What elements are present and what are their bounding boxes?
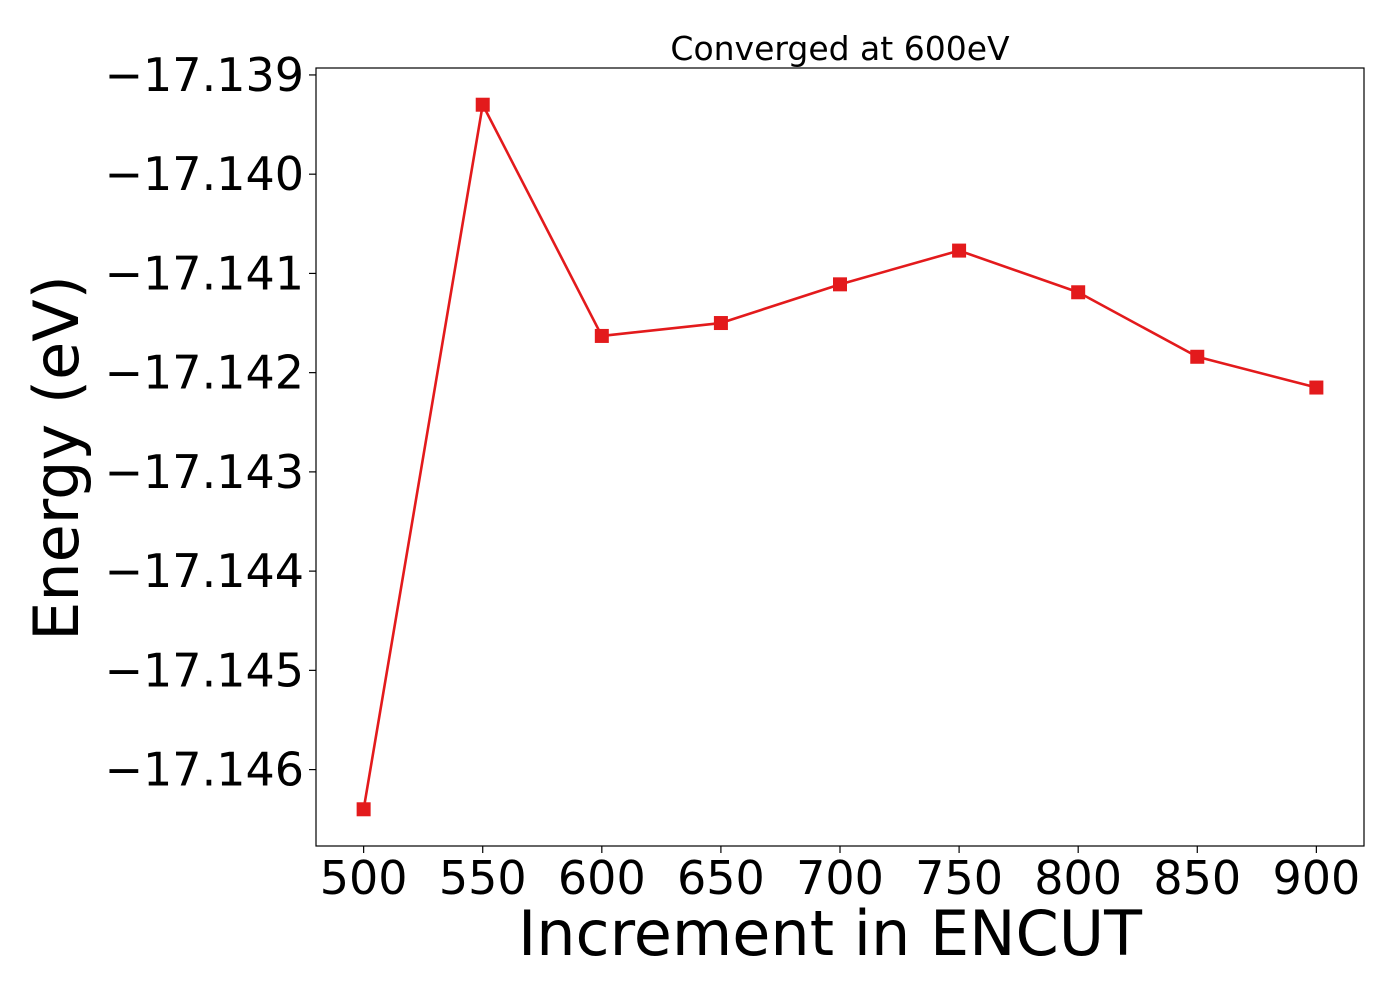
- x-tick-label: 550: [439, 851, 527, 905]
- x-axis-label: Increment in ENCUT: [518, 897, 1143, 970]
- x-tick-label: 800: [1034, 851, 1122, 905]
- y-tick-label: −17.145: [105, 643, 305, 697]
- x-axis: 500 550 600 650 700 750 800 850 900: [320, 846, 1360, 905]
- y-tick-label: −17.143: [105, 445, 305, 499]
- y-tick-label: −17.140: [105, 147, 305, 201]
- data-point-marker: [833, 277, 847, 292]
- x-tick-label: 500: [320, 851, 408, 905]
- y-axis: −17.139 −17.140 −17.141 −17.142 −17.143 −17.1…: [105, 48, 316, 797]
- y-tick-label: −17.142: [105, 346, 305, 400]
- chart-title: Converged at 600eV: [670, 29, 1010, 68]
- data-point-marker: [1190, 349, 1205, 364]
- data-point-marker: [1309, 380, 1324, 395]
- data-point-marker: [1071, 285, 1086, 300]
- x-tick-label: 850: [1153, 851, 1241, 905]
- data-point-marker: [356, 802, 371, 817]
- y-tick-label: −17.139: [105, 48, 305, 102]
- y-tick-label: −17.146: [105, 743, 305, 797]
- data-point-marker: [952, 243, 967, 258]
- data-point-marker: [713, 316, 728, 331]
- x-tick-label: 650: [677, 851, 765, 905]
- x-tick-label: 900: [1272, 851, 1360, 905]
- x-tick-label: 750: [915, 851, 1003, 905]
- data-point-marker: [475, 97, 490, 112]
- x-tick-label: 600: [558, 851, 646, 905]
- y-tick-label: −17.141: [105, 246, 305, 300]
- x-tick-label: 700: [796, 851, 884, 905]
- data-point-marker: [594, 328, 609, 343]
- series-layer: [356, 97, 1324, 817]
- y-tick-label: −17.144: [105, 544, 305, 598]
- y-axis-label: Energy (eV): [20, 275, 93, 641]
